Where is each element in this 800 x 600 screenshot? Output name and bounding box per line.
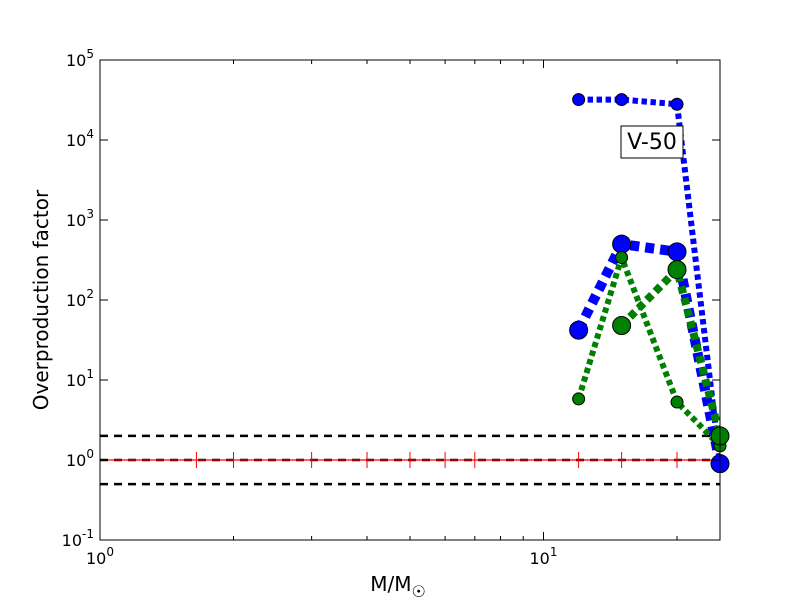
- series-1-point-0: [569, 320, 589, 340]
- series-3-point-0: [612, 316, 632, 336]
- x-tick-label-0: 100: [86, 545, 114, 568]
- series-3-point-1: [667, 260, 687, 280]
- y-tick-label-4: 103: [66, 207, 94, 230]
- series-1-point-2: [667, 242, 687, 262]
- y-tick-label-2: 101: [66, 367, 94, 390]
- series-0-point-0: [572, 93, 586, 107]
- annotation-box: V-50: [620, 125, 684, 159]
- annotation-label: V-50: [627, 130, 677, 155]
- y-tick-label-1: 100: [66, 447, 94, 470]
- x-axis-label: M/M☉: [370, 572, 426, 600]
- series-0-point-2: [670, 97, 684, 111]
- x-tick-label-1: 101: [530, 545, 558, 568]
- y-tick-label-3: 102: [66, 287, 94, 310]
- series-0-point-1: [615, 93, 629, 107]
- y-tick-label-5: 104: [66, 127, 94, 150]
- sun-symbol: ☉: [411, 582, 425, 600]
- y-axis-label: Overproduction factor: [29, 189, 53, 410]
- axes-frame: [99, 59, 721, 541]
- annotation-frame: [620, 125, 684, 159]
- y-tick-label-6: 105: [66, 47, 94, 70]
- series-0-line: [578, 96, 720, 465]
- series-2-point-2: [670, 395, 684, 409]
- series-2-point-1: [615, 250, 629, 264]
- series-1-point-1: [612, 234, 632, 254]
- series-2-line: [575, 248, 720, 449]
- series-2-point-0: [572, 392, 586, 406]
- y-tick-label-0: 10-1: [62, 527, 94, 550]
